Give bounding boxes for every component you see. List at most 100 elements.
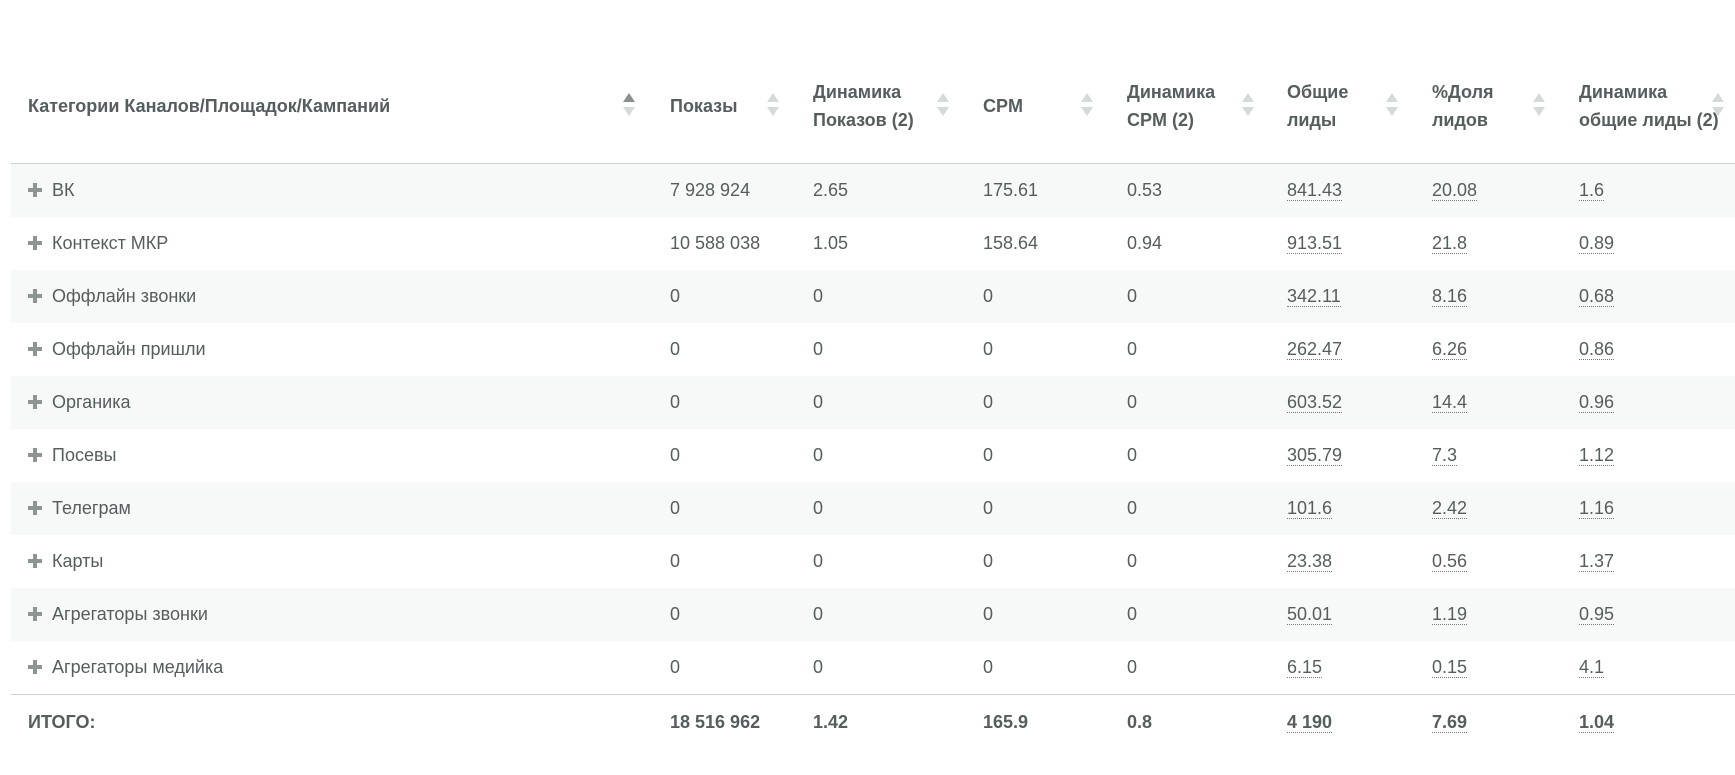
cell-text: 0 xyxy=(813,339,824,359)
table-row xyxy=(11,323,1735,376)
cell-value: 0 xyxy=(1127,335,1137,363)
cell-value[interactable]: 1.6 xyxy=(1579,176,1605,204)
cell-text: 0 xyxy=(813,604,824,624)
cell-value[interactable]: 1.19 xyxy=(1432,600,1468,628)
sort-icon[interactable] xyxy=(1533,93,1545,119)
cell-value[interactable]: 1.12 xyxy=(1579,441,1615,469)
cell-value[interactable]: 342.11 xyxy=(1287,282,1341,310)
expand-icon[interactable] xyxy=(28,342,42,356)
total-value[interactable]: 4 190 xyxy=(1287,708,1333,736)
cell-value[interactable]: 0.15 xyxy=(1432,653,1468,681)
cell-value: 0 xyxy=(813,282,823,310)
cell-value[interactable]: 0.89 xyxy=(1579,229,1615,257)
cell-value: 0.53 xyxy=(1127,176,1162,204)
sort-icon[interactable] xyxy=(1712,93,1724,119)
cell-value[interactable]: 2.42 xyxy=(1432,494,1468,522)
sort-icon[interactable] xyxy=(937,93,949,119)
table-row xyxy=(11,429,1735,482)
cell-value[interactable]: 262.47 xyxy=(1287,335,1343,363)
cell-text: 1.04 xyxy=(1579,712,1615,733)
column-header[interactable]: Общие лиды xyxy=(1287,78,1372,134)
cell-value[interactable]: 21.8 xyxy=(1432,229,1468,257)
cell-text: 0 xyxy=(670,392,681,412)
cell-value: 0 xyxy=(983,441,993,469)
cell-value[interactable]: 0.68 xyxy=(1579,282,1615,310)
expand-icon[interactable] xyxy=(28,554,42,568)
sort-icon[interactable] xyxy=(767,93,779,119)
cell-text: Посевы xyxy=(52,445,117,465)
expand-icon[interactable] xyxy=(28,607,42,621)
cell-value: 0 xyxy=(813,441,823,469)
cell-text: 0.95 xyxy=(1579,604,1615,625)
sort-icon[interactable] xyxy=(1386,93,1398,119)
cell-text: 0 xyxy=(1127,286,1138,306)
cell-text: 2.65 xyxy=(813,180,849,200)
cell-value[interactable]: 0.56 xyxy=(1432,547,1468,575)
expand-icon[interactable] xyxy=(28,289,42,303)
header-text: Динамика CPM (2) xyxy=(1127,82,1216,130)
cell-value[interactable]: 6.15 xyxy=(1287,653,1323,681)
column-header[interactable]: Динамика CPM (2) xyxy=(1127,78,1242,134)
cell-text: 0 xyxy=(1127,445,1138,465)
cell-value[interactable]: 603.52 xyxy=(1287,388,1343,416)
expand-icon[interactable] xyxy=(28,395,42,409)
cell-value[interactable]: 101.6 xyxy=(1287,494,1333,522)
cell-value[interactable]: 1.37 xyxy=(1579,547,1615,575)
table-row xyxy=(11,217,1735,270)
cell-value[interactable]: 8.16 xyxy=(1432,282,1468,310)
expand-icon[interactable] xyxy=(28,183,42,197)
row-label: Оффлайн звонки xyxy=(52,282,196,310)
cell-value: 0 xyxy=(1127,600,1137,628)
cell-text: 603.52 xyxy=(1287,392,1343,413)
column-header[interactable]: Динамика Показов (2) xyxy=(813,78,933,134)
column-header[interactable]: %Доля лидов xyxy=(1432,78,1517,134)
cell-value[interactable]: 1.16 xyxy=(1579,494,1615,522)
cell-value[interactable]: 0.96 xyxy=(1579,388,1615,416)
sort-icon[interactable] xyxy=(623,93,635,119)
cell-value[interactable]: 0.95 xyxy=(1579,600,1615,628)
expand-icon[interactable] xyxy=(28,501,42,515)
cell-value[interactable]: 14.4 xyxy=(1432,388,1468,416)
cell-value[interactable]: 305.79 xyxy=(1287,441,1343,469)
cell-value: 0 xyxy=(983,547,993,575)
total-value[interactable]: 1.04 xyxy=(1579,708,1615,736)
column-header[interactable]: CPM xyxy=(983,78,1083,134)
table-row xyxy=(11,164,1735,217)
cell-text: 0.8 xyxy=(1127,712,1153,732)
cell-text: Контекст МКР xyxy=(52,233,169,253)
cell-value: 175.61 xyxy=(983,176,1038,204)
sort-icon[interactable] xyxy=(1081,93,1093,119)
cell-text: 0.56 xyxy=(1432,551,1468,572)
column-header[interactable]: Показы xyxy=(670,78,780,134)
total-value[interactable]: 7.69 xyxy=(1432,708,1468,736)
cell-value[interactable]: 0.86 xyxy=(1579,335,1615,363)
expand-icon[interactable] xyxy=(28,236,42,250)
cell-value[interactable]: 6.26 xyxy=(1432,335,1468,363)
cell-text: 841.43 xyxy=(1287,180,1343,201)
column-header[interactable]: Категории Каналов/Площадок/Кампаний xyxy=(28,78,628,134)
cell-text: 0 xyxy=(1127,657,1138,677)
cell-text: 0.15 xyxy=(1432,657,1468,678)
cell-text: 0 xyxy=(813,498,824,518)
cell-text: 0 xyxy=(1127,498,1138,518)
column-header[interactable]: Динамика общие лиды (2) xyxy=(1579,78,1719,134)
cell-text: 10 588 038 xyxy=(670,233,761,253)
cell-value[interactable]: 20.08 xyxy=(1432,176,1478,204)
expand-icon[interactable] xyxy=(28,448,42,462)
cell-text: 4 190 xyxy=(1287,712,1333,733)
expand-icon[interactable] xyxy=(28,660,42,674)
cell-value[interactable]: 23.38 xyxy=(1287,547,1333,575)
cell-value[interactable]: 4.1 xyxy=(1579,653,1605,681)
cell-value[interactable]: 50.01 xyxy=(1287,600,1333,628)
cell-text: 0.68 xyxy=(1579,286,1615,307)
cell-value[interactable]: 913.51 xyxy=(1287,229,1343,257)
header-text: Динамика общие лиды (2) xyxy=(1579,82,1719,130)
cell-text: 0.53 xyxy=(1127,180,1163,200)
cell-value[interactable]: 7.3 xyxy=(1432,441,1458,469)
table-row xyxy=(11,641,1735,694)
header-text: CPM xyxy=(983,96,1023,116)
cell-value[interactable]: 841.43 xyxy=(1287,176,1343,204)
total-value: 1.42 xyxy=(813,708,848,736)
sort-icon[interactable] xyxy=(1242,93,1254,119)
header-border xyxy=(11,163,1735,164)
